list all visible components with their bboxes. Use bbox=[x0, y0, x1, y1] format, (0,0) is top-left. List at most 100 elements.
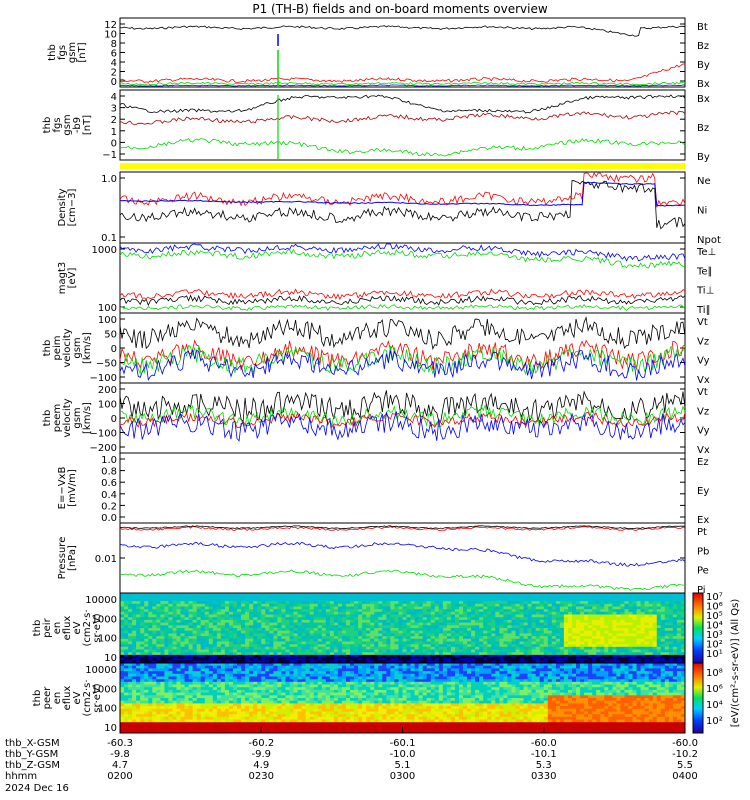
ytick-label: 0.0 bbox=[101, 513, 117, 524]
panel-traces bbox=[119, 525, 686, 591]
trace-green bbox=[119, 137, 686, 157]
panel-density: Density [cm−3] 1.0 0.1 Ne Ni Npot bbox=[57, 171, 721, 246]
ylabel-line: eV bbox=[72, 691, 83, 704]
ytick-label: 0.8 bbox=[101, 467, 117, 478]
ylabel-line: [nT] bbox=[82, 115, 93, 135]
ytick-label: 2 bbox=[111, 115, 117, 126]
colorbar-tick: 10³ bbox=[706, 630, 723, 641]
ylabel-line: (cm2·s· bbox=[82, 609, 93, 646]
ylabel-line: en bbox=[52, 622, 63, 635]
ytick-label: 2 bbox=[111, 68, 117, 79]
panel-traces bbox=[119, 25, 686, 87]
ylabel-line: peim bbox=[52, 335, 63, 360]
xaxis-value: -60.3 bbox=[107, 738, 133, 749]
ytick-label: 4 bbox=[111, 58, 117, 69]
trace-red bbox=[119, 411, 686, 429]
ylabel-line: thb bbox=[32, 690, 43, 707]
trace-blue bbox=[119, 243, 686, 262]
panel-traces bbox=[120, 593, 686, 664]
ytick-label: 10 bbox=[104, 30, 117, 41]
ylabel-line: gsm bbox=[67, 42, 78, 63]
ylabel-line: peir bbox=[42, 617, 53, 637]
ylabel-line: peer bbox=[42, 686, 53, 710]
ytick-label: 1.0 bbox=[101, 174, 117, 185]
ylabel-line: eflux bbox=[62, 686, 73, 711]
xaxis-value: 0330 bbox=[531, 771, 556, 782]
trace-green bbox=[119, 403, 686, 428]
ytick-label: 100 bbox=[98, 634, 117, 645]
trace-red bbox=[119, 526, 686, 532]
xaxis-value: -60.2 bbox=[248, 738, 274, 749]
xaxis-row-label: thb_Y-GSM bbox=[5, 749, 58, 760]
panel-traces bbox=[119, 243, 686, 311]
ytick-label: −100 bbox=[90, 373, 117, 384]
trace-black bbox=[119, 390, 686, 423]
ytick-label: 4 bbox=[111, 92, 117, 103]
trace-darkred bbox=[119, 110, 686, 125]
legend-Ti∥: Ti∥ bbox=[696, 305, 711, 316]
trace-green bbox=[119, 304, 686, 311]
ytick-label: 0 bbox=[111, 414, 117, 425]
trace-blue bbox=[119, 349, 686, 381]
trace-black bbox=[119, 316, 686, 351]
ytick-label: 10 bbox=[104, 653, 117, 664]
ytick-label: 1 bbox=[111, 127, 117, 138]
panel-frame bbox=[119, 522, 686, 594]
panel-pressure: Pressure [nPa] 0.01 Pt Pb Pe Pi bbox=[57, 522, 709, 596]
ylabel-line: Density bbox=[57, 188, 68, 226]
ytick-label: 0.4 bbox=[101, 490, 117, 501]
panel-frame bbox=[119, 171, 686, 244]
ylabel-line: thb bbox=[42, 340, 53, 357]
panel-traces bbox=[120, 663, 686, 734]
ylabel-line: Pressure bbox=[57, 537, 68, 580]
panel-frame bbox=[119, 89, 686, 161]
ylabel-line: eflux bbox=[62, 616, 73, 641]
ytick-label: 0.6 bbox=[101, 478, 117, 489]
colorbar-tick: 10⁴ bbox=[706, 621, 723, 632]
legend-Npot: Npot bbox=[697, 235, 721, 246]
ytick-label: 1000 bbox=[92, 684, 117, 695]
legend-Vx: Vx bbox=[697, 375, 710, 386]
trace-black bbox=[119, 294, 686, 307]
ylabel-line: (cm2·s· bbox=[82, 679, 93, 716]
legend-Bt: Bt bbox=[697, 22, 708, 33]
panel-frame bbox=[119, 17, 686, 88]
panel-peir: thb peir en eflux eV (cm2·s· sr·eV) 10000 1000 10… bbox=[32, 592, 686, 664]
colorbar-tick: 10⁵ bbox=[706, 611, 723, 622]
ytick-label: 1000 bbox=[92, 614, 117, 625]
ytick-label: 100 bbox=[98, 400, 117, 411]
legend-Vy: Vy bbox=[697, 356, 710, 367]
xaxis-value: -9.9 bbox=[251, 749, 271, 760]
panel-peer: thb peer en eflux eV (cm2·s· sr·eV) 10000 1000 10… bbox=[32, 662, 686, 734]
xaxis-value: 0400 bbox=[672, 771, 697, 782]
panel-ylabel: thb peim velocity gsm [km/s] bbox=[42, 328, 93, 367]
xaxis-value: -9.8 bbox=[110, 749, 130, 760]
ylabel-line: eV bbox=[72, 621, 83, 634]
ylabel-line: en bbox=[52, 692, 63, 705]
colorbar-tick: 10⁸ bbox=[706, 668, 723, 679]
ytick-label: 1000 bbox=[92, 245, 117, 256]
ylabel-line: gsm bbox=[72, 407, 83, 428]
ytick-label: 100 bbox=[98, 704, 117, 715]
ytick-label: 0 bbox=[111, 77, 117, 88]
panel-traces bbox=[119, 172, 686, 230]
ytick-label: 3 bbox=[111, 104, 117, 115]
legend-Pi: Pi bbox=[697, 585, 706, 596]
trace-blue bbox=[119, 541, 686, 567]
ylabel-line: E=−VxB bbox=[57, 467, 68, 510]
ytick-label: 50 bbox=[104, 330, 117, 341]
xaxis-value: 5.5 bbox=[677, 760, 693, 771]
trace-green bbox=[119, 248, 686, 269]
xaxis-value: 4.9 bbox=[253, 760, 269, 771]
panel-efield: E=−VxB [mV/m] 1.00.80.60.40.20.0 Ez Ey Ex bbox=[57, 452, 709, 526]
xaxis-value: 4.7 bbox=[112, 760, 128, 771]
ylabel-line: thb bbox=[42, 410, 53, 427]
ylabel-line: gsm bbox=[62, 114, 73, 135]
legend-Vx: Vx bbox=[697, 445, 710, 456]
legend-Vz: Vz bbox=[697, 336, 709, 347]
panel-ylabel: magt3 [eV] bbox=[57, 262, 78, 295]
legend-By: By bbox=[697, 152, 710, 163]
legend-Bx: Bx bbox=[697, 79, 710, 90]
